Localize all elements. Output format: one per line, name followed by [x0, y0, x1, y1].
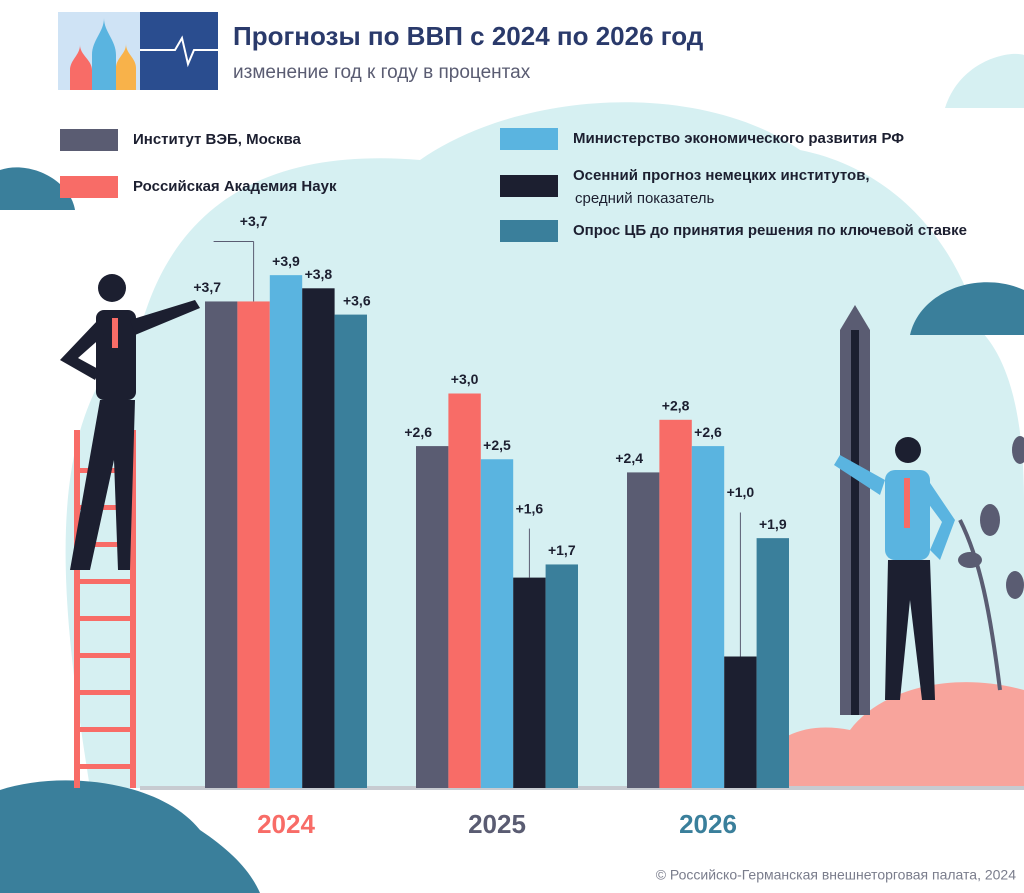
value-label: +2,6 — [694, 424, 722, 440]
legend-swatch — [500, 128, 558, 150]
value-label: +3,6 — [343, 292, 371, 308]
bar — [205, 301, 238, 788]
legend-label: Министерство экономического развития РФ — [573, 130, 904, 147]
value-label: +3,7 — [240, 213, 268, 229]
x-tick-label: 2026 — [679, 809, 737, 839]
value-label: +3,0 — [451, 371, 479, 387]
source: © Российско-Германская внешнеторговая па… — [656, 867, 1017, 883]
bar — [627, 472, 660, 788]
value-label: +3,9 — [272, 253, 300, 269]
chart-title: Прогнозы по ВВП с 2024 по 2026 год — [233, 21, 704, 51]
legend-label: Российская Академия Наук — [133, 178, 337, 195]
legend-swatch — [500, 175, 558, 197]
bar — [334, 314, 367, 788]
bar — [691, 446, 725, 788]
bar — [480, 459, 514, 788]
bar — [545, 564, 578, 788]
logo — [58, 12, 218, 90]
bar — [237, 301, 270, 788]
legend-swatch — [60, 129, 118, 151]
chart-subtitle: изменение год к году в процентах — [233, 62, 531, 83]
value-label: +1,7 — [548, 542, 576, 558]
bar — [513, 577, 546, 788]
bar — [659, 419, 692, 788]
legend-swatch — [60, 176, 118, 198]
value-label: +2,6 — [404, 424, 432, 440]
bar — [448, 393, 481, 788]
bar — [302, 288, 335, 788]
x-tick-label: 2025 — [468, 809, 526, 839]
legend-label: Осенний прогноз немецких институтов, — [573, 167, 870, 184]
legend-swatch — [500, 220, 558, 242]
value-label: +2,5 — [483, 437, 511, 453]
bar — [756, 538, 789, 788]
bar — [724, 656, 757, 788]
value-label: +1,6 — [516, 500, 544, 516]
bar — [416, 446, 449, 788]
value-label: +2,8 — [662, 398, 690, 414]
value-label: +1,9 — [759, 516, 787, 532]
value-label: +2,4 — [615, 450, 643, 466]
value-label: +3,8 — [305, 266, 333, 282]
legend-label: Опрос ЦБ до принятия решения по ключевой… — [573, 222, 967, 239]
bar — [269, 275, 303, 788]
value-label: +3,7 — [193, 279, 221, 295]
legend-label: Институт ВЭБ, Москва — [133, 131, 301, 148]
value-label: +1,0 — [727, 484, 755, 500]
x-tick-label: 2024 — [257, 809, 315, 839]
legend-note: средний показатель — [575, 190, 715, 207]
